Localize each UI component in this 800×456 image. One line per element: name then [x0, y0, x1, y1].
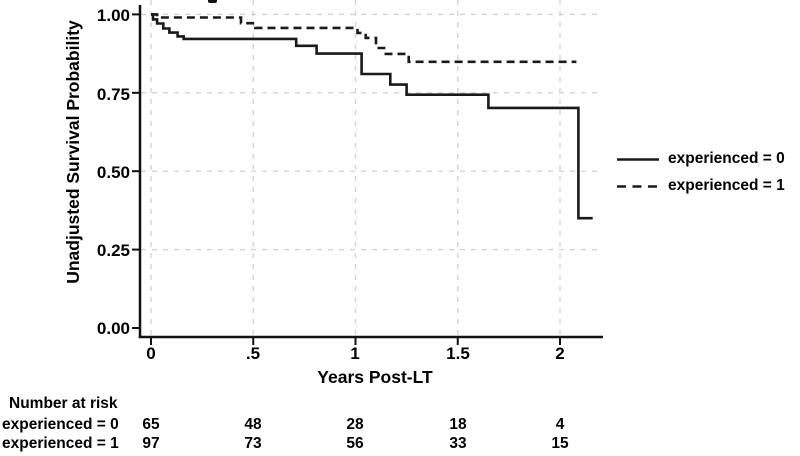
risk-row-label-experienced-1: experienced = 1 [2, 435, 119, 452]
y-tick-label-075: 0.75 [96, 85, 130, 104]
risk-count: 18 [449, 416, 467, 433]
y-axis-title: Unadjusted Survival Probability [63, 20, 83, 284]
x-tick-label-15: 1.5 [446, 344, 470, 363]
y-tick-label-000: 0.00 [96, 319, 130, 338]
x-axis-title: Years Post-LT [317, 367, 433, 387]
risk-count: 73 [244, 435, 262, 452]
risk-count: 28 [346, 416, 364, 433]
y-tick-label-050: 0.50 [96, 163, 130, 182]
km-curve-experienced1 [151, 13, 577, 64]
risk-count: 33 [449, 435, 467, 452]
y-tick-label-025: 0.25 [96, 241, 130, 260]
axes-lines [132, 5, 603, 345]
legend-label-experienced-1: experienced = 1 [668, 177, 785, 194]
risk-count: 48 [244, 416, 262, 433]
x-tick-label-1: 1 [350, 344, 360, 363]
risk-table-title: Number at risk [9, 395, 118, 412]
legend-dashed-line-sample [617, 185, 659, 188]
legend-solid-line-sample [617, 158, 659, 161]
risk-row-label-experienced-0: experienced = 0 [2, 416, 119, 433]
risk-count: 56 [346, 435, 364, 452]
x-tick-label-2: 2 [555, 344, 565, 363]
cropped-title-artifact [208, 0, 217, 3]
km-curve-experienced0 [151, 13, 593, 220]
x-tick-label-0: 0 [146, 344, 156, 363]
y-tick-label-100: 1.00 [96, 6, 130, 25]
risk-count: 97 [142, 435, 160, 452]
survival-curves [151, 13, 593, 220]
x-tick-label-05: .5 [245, 344, 261, 363]
risk-count: 65 [142, 416, 160, 433]
gridlines [141, 0, 603, 336]
risk-count: 15 [551, 435, 569, 452]
legend-label-experienced-0: experienced = 0 [668, 150, 785, 167]
risk-count: 4 [555, 416, 565, 433]
